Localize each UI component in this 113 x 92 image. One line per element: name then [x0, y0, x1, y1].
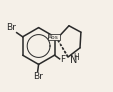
Text: Abs: Abs [48, 35, 59, 40]
Text: F: F [60, 55, 65, 64]
Text: Br: Br [33, 72, 43, 81]
Text: N: N [70, 55, 77, 65]
Text: Br: Br [6, 23, 16, 32]
Text: H: H [72, 53, 78, 62]
